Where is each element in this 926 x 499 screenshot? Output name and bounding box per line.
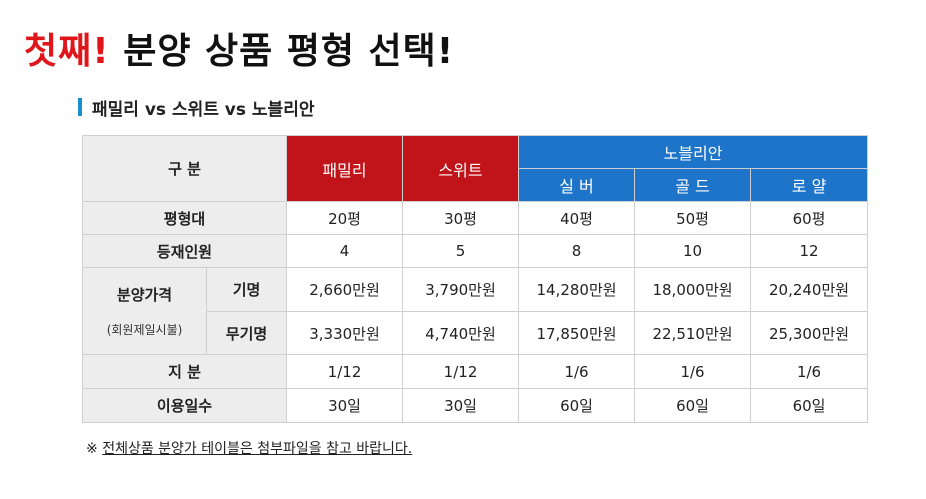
cell: 20평: [286, 201, 404, 235]
cell: 60평: [750, 201, 869, 235]
price-label: 분양가격: [116, 286, 173, 304]
header-noblian: 노블리안: [518, 135, 869, 169]
cell: 12: [750, 234, 869, 268]
cell: 14,280만원: [518, 267, 636, 312]
cell: 60일: [750, 388, 869, 423]
cell: 20,240만원: [750, 267, 869, 312]
header-silver: 실 버: [518, 168, 636, 202]
headline-text: 분양 상품 평형 선택!: [123, 31, 455, 72]
row-days: 이용일수 30일 30일 60일 60일 60일: [81, 388, 869, 423]
cell: 3,790만원: [402, 267, 520, 312]
cell: 3,330만원: [286, 311, 404, 355]
footnote-mark: ※: [86, 441, 103, 457]
cell: 1/6: [634, 354, 752, 389]
row-share: 지 분 1/12 1/12 1/6 1/6 1/6: [81, 354, 869, 389]
cell: 4,740만원: [402, 311, 520, 355]
cell: 4: [286, 234, 404, 268]
cell: 2,660만원: [286, 267, 404, 312]
row-price-unnamed: 무기명 3,330만원 4,740만원 17,850만원 22,510만원 25…: [83, 311, 869, 355]
row-label: 지 분: [81, 354, 288, 389]
cell: 5: [402, 234, 520, 268]
section-title: 패밀리 vs 스위트 vs 노블리안: [78, 96, 315, 120]
cell: 1/6: [750, 354, 869, 389]
header-royal: 로 얄: [750, 168, 869, 202]
cell: 1/6: [518, 354, 636, 389]
cell: 1/12: [286, 354, 404, 389]
header-gold: 골 드: [634, 168, 752, 202]
cell: 25,300만원: [750, 311, 869, 355]
price-note: (회원제일시불): [106, 323, 183, 337]
cell: 18,000만원: [634, 267, 752, 312]
cell: 8: [518, 234, 636, 268]
title-accent-bar: [78, 98, 82, 116]
row-label: 기명: [205, 267, 288, 312]
pricing-table: 구 분 패밀리 스위트 노블리안 실 버 골 드 로 얄 평형대 20평 30평…: [81, 135, 869, 423]
row-members: 등재인원 4 5 8 10 12: [81, 234, 869, 268]
cell: 10: [634, 234, 752, 268]
header-suite: 스위트: [402, 135, 520, 202]
cell: 40평: [518, 201, 636, 235]
price-label-cell: 분양가격 (회원제일시불): [82, 267, 207, 355]
row-label: 무기명: [205, 311, 288, 355]
header-category: 구 분: [81, 135, 288, 202]
cell: 60일: [518, 388, 636, 423]
row-size: 평형대 20평 30평 40평 50평 60평: [81, 201, 869, 235]
cell: 50평: [634, 201, 752, 235]
row-label: 이용일수: [81, 388, 288, 423]
page-headline: 첫째! 분양 상품 평형 선택!: [24, 22, 454, 74]
cell: 30평: [402, 201, 520, 235]
row-label: 등재인원: [81, 234, 288, 268]
section-title-text: 패밀리 vs 스위트 vs 노블리안: [92, 99, 315, 120]
headline-emphasis: 첫째!: [24, 31, 110, 72]
row-label: 평형대: [81, 201, 288, 235]
cell: 22,510만원: [634, 311, 752, 355]
cell: 1/12: [402, 354, 520, 389]
row-price-named: 분양가격 (회원제일시불) 기명 2,660만원 3,790만원 14,280만…: [82, 267, 869, 355]
header-family: 패밀리: [286, 135, 404, 202]
cell: 30일: [286, 388, 404, 423]
cell: 30일: [402, 388, 520, 423]
cell: 60일: [634, 388, 752, 423]
footnote: ※ 전체상품 분양가 테이블은 첨부파일을 참고 바랍니다.: [86, 438, 412, 458]
footnote-text: 전체상품 분양가 테이블은 첨부파일을 참고 바랍니다.: [102, 441, 413, 457]
cell: 17,850만원: [518, 311, 636, 355]
